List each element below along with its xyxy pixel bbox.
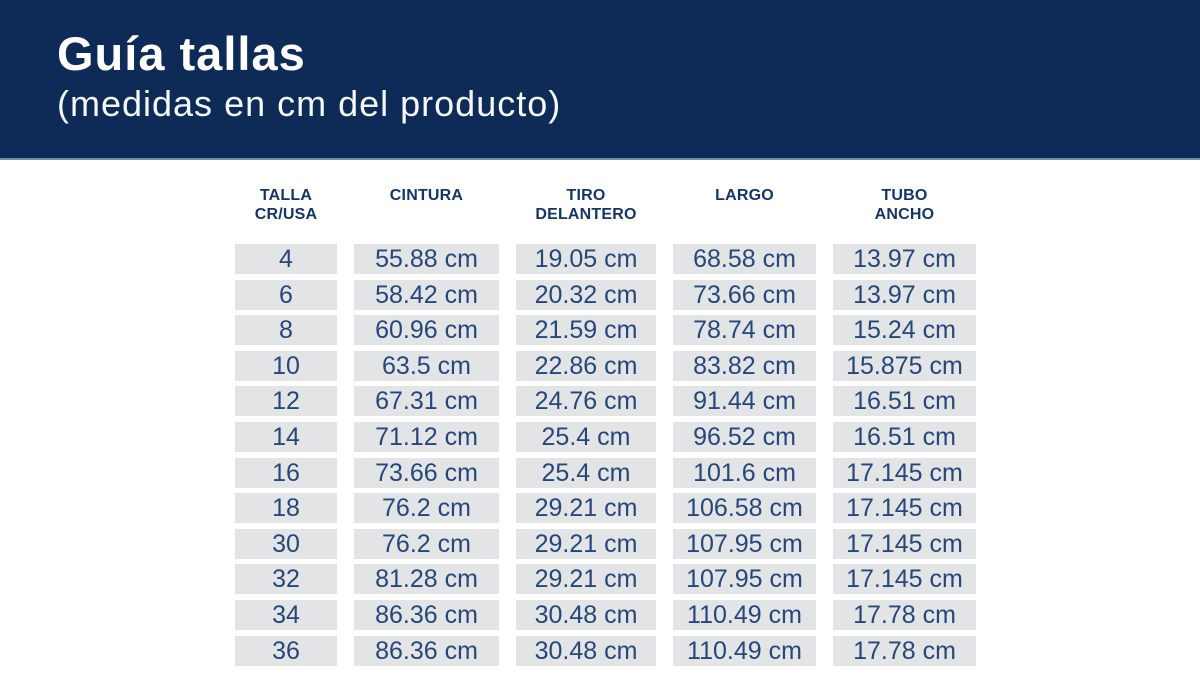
table-cell: 110.49 cm — [673, 599, 816, 630]
table-cell: 110.49 cm — [673, 635, 816, 666]
table-row: 30 76.2 cm 29.21 cm 107.95 cm 17.145 cm — [235, 528, 1200, 559]
table-cell: 30.48 cm — [516, 635, 656, 666]
table-cell: 24.76 cm — [516, 386, 656, 417]
table-cell: 15.875 cm — [833, 350, 976, 381]
table-cell: 86.36 cm — [354, 635, 499, 666]
table-cell: 12 — [235, 386, 337, 417]
table-cell: 55.88 cm — [354, 244, 499, 274]
table-cell: 25.4 cm — [516, 421, 656, 452]
table-header-row: TALLA CR/USA CINTURA TIRO DELANTERO LARGO TUBO… — [235, 186, 1200, 224]
column-header: CINTURA — [389, 187, 464, 204]
table-cell: 16 — [235, 457, 337, 488]
table-cell: 17.145 cm — [833, 528, 976, 559]
table-cell: 25.4 cm — [516, 457, 656, 488]
table-cell: 78.74 cm — [673, 315, 816, 346]
table-cell: 34 — [235, 599, 337, 630]
table-cell: 17.145 cm — [833, 564, 976, 595]
table-cell: 13.97 cm — [833, 279, 976, 310]
table-cell: 17.145 cm — [833, 493, 976, 524]
table-row: 16 73.66 cm 25.4 cm 101.6 cm 17.145 cm — [235, 457, 1200, 488]
table-cell: 73.66 cm — [673, 279, 816, 310]
table-row: 34 86.36 cm 30.48 cm 110.49 cm 17.78 cm — [235, 599, 1200, 630]
table-cell: 16.51 cm — [833, 386, 976, 417]
table-cell: 76.2 cm — [354, 528, 499, 559]
column-header: TALLA CR/USA — [254, 187, 318, 223]
table-row: 18 76.2 cm 29.21 cm 106.58 cm 17.145 cm — [235, 493, 1200, 524]
table-row: 14 71.12 cm 25.4 cm 96.52 cm 16.51 cm — [235, 421, 1200, 452]
table-row: 6 58.42 cm 20.32 cm 73.66 cm 13.97 cm — [235, 279, 1200, 310]
table-cell: 83.82 cm — [673, 350, 816, 381]
table-cell: 29.21 cm — [516, 528, 656, 559]
table-cell: 6 — [235, 279, 337, 310]
table-row: 36 86.36 cm 30.48 cm 110.49 cm 17.78 cm — [235, 635, 1200, 666]
table-cell: 73.66 cm — [354, 457, 499, 488]
table-cell: 68.58 cm — [673, 244, 816, 274]
table-row: 4 55.88 cm 19.05 cm 68.58 cm 13.97 cm — [235, 244, 1200, 274]
table-cell: 71.12 cm — [354, 421, 499, 452]
table-cell: 32 — [235, 564, 337, 595]
table-row: 12 67.31 cm 24.76 cm 91.44 cm 16.51 cm — [235, 386, 1200, 417]
table-cell: 107.95 cm — [673, 528, 816, 559]
table-cell: 20.32 cm — [516, 279, 656, 310]
table-cell: 16.51 cm — [833, 421, 976, 452]
table-cell: 76.2 cm — [354, 493, 499, 524]
table-cell: 22.86 cm — [516, 350, 656, 381]
table-body: 4 55.88 cm 19.05 cm 68.58 cm 13.97 cm 6 58.42 … — [235, 244, 1200, 666]
table-cell: 63.5 cm — [354, 350, 499, 381]
table-cell: 101.6 cm — [673, 457, 816, 488]
size-guide-table: TALLA CR/USA CINTURA TIRO DELANTERO LARGO TUBO… — [235, 186, 1200, 666]
table-cell: 19.05 cm — [516, 244, 656, 274]
table-cell: 8 — [235, 315, 337, 346]
table-cell: 91.44 cm — [673, 386, 816, 417]
table-cell: 107.95 cm — [673, 564, 816, 595]
table-cell: 13.97 cm — [833, 244, 976, 274]
column-header: TIRO DELANTERO — [535, 187, 637, 223]
column-header: TUBO ANCHO — [874, 187, 935, 223]
table-cell: 106.58 cm — [673, 493, 816, 524]
table-cell: 36 — [235, 635, 337, 666]
table-cell: 86.36 cm — [354, 599, 499, 630]
table-cell: 81.28 cm — [354, 564, 499, 595]
table-cell: 21.59 cm — [516, 315, 656, 346]
table-cell: 17.78 cm — [833, 599, 976, 630]
header-band: Guía tallas (medidas en cm del producto) — [0, 0, 1200, 160]
table-cell: 4 — [235, 244, 337, 274]
table-cell: 30 — [235, 528, 337, 559]
table-cell: 14 — [235, 421, 337, 452]
column-header: LARGO — [715, 187, 774, 204]
table-cell: 10 — [235, 350, 337, 381]
table-row: 8 60.96 cm 21.59 cm 78.74 cm 15.24 cm — [235, 315, 1200, 346]
page-subtitle: (medidas en cm del producto) — [57, 83, 562, 124]
table-cell: 15.24 cm — [833, 315, 976, 346]
table-cell: 17.78 cm — [833, 635, 976, 666]
table-cell: 18 — [235, 493, 337, 524]
table-cell: 67.31 cm — [354, 386, 499, 417]
table-row: 10 63.5 cm 22.86 cm 83.82 cm 15.875 cm — [235, 350, 1200, 381]
page-title: Guía tallas — [57, 27, 306, 80]
table-cell: 17.145 cm — [833, 457, 976, 488]
table-cell: 30.48 cm — [516, 599, 656, 630]
table-cell: 29.21 cm — [516, 493, 656, 524]
table-cell: 58.42 cm — [354, 279, 499, 310]
table-cell: 96.52 cm — [673, 421, 816, 452]
table-cell: 29.21 cm — [516, 564, 656, 595]
table-cell: 60.96 cm — [354, 315, 499, 346]
table-row: 32 81.28 cm 29.21 cm 107.95 cm 17.145 cm — [235, 564, 1200, 595]
